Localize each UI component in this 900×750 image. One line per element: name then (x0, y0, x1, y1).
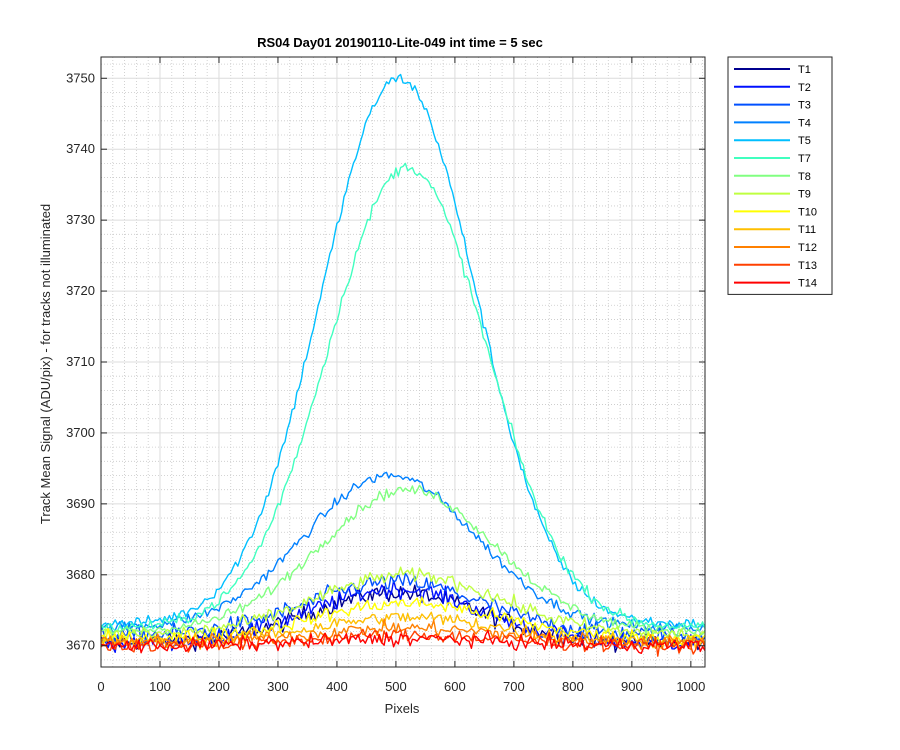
y-tick-label: 3700 (66, 425, 95, 440)
x-tick-label: 600 (444, 679, 466, 694)
legend-label-t1: T1 (798, 64, 811, 76)
series-lines (100, 73, 706, 657)
legend-label-t10: T10 (798, 206, 817, 218)
x-tick-label: 400 (326, 679, 348, 694)
y-tick-label: 3690 (66, 496, 95, 511)
legend-label-t5: T5 (798, 135, 811, 147)
y-tick-label: 3670 (66, 638, 95, 653)
x-tick-labels: 0 100 200 300 400 500 600 700 800 900 1000 (97, 679, 705, 694)
series-line-t4 (100, 471, 706, 635)
x-tick-label: 800 (562, 679, 584, 694)
major-grid (100, 57, 705, 667)
legend: T1 T2 T3 T4 T5 T7 T8 T9 T10 T11 T12 T13 T14 (727, 56, 833, 295)
legend-label-t13: T13 (798, 260, 817, 272)
series-line-t5 (100, 73, 706, 630)
series-line-t7 (100, 162, 706, 632)
x-tick-label: 0 (97, 679, 104, 694)
legend-label-t7: T7 (798, 153, 811, 165)
x-tick-label: 700 (503, 679, 525, 694)
y-tick-label: 3680 (66, 567, 95, 582)
legend-label-t12: T12 (798, 242, 817, 254)
legend-label-t2: T2 (798, 82, 811, 94)
y-tick-label: 3720 (66, 283, 95, 298)
series-line-t13 (100, 628, 706, 657)
y-tick-label: 3730 (66, 212, 95, 227)
x-tick-label: 200 (208, 679, 230, 694)
legend-label-t11: T11 (798, 224, 816, 236)
series-line-t9 (100, 566, 706, 645)
plot-area (100, 56, 706, 668)
series-line-t14 (100, 629, 706, 654)
x-tick-label: 1000 (676, 679, 705, 694)
legend-label-t14: T14 (798, 278, 817, 290)
legend-label-t3: T3 (798, 100, 811, 112)
y-axis-label: Track Mean Signal (ADU/pix) - for tracks… (38, 204, 53, 524)
x-tick-label: 300 (267, 679, 289, 694)
legend-label-t9: T9 (798, 189, 811, 201)
legend-label-t4: T4 (798, 117, 811, 129)
y-tick-label: 3750 (66, 70, 95, 85)
x-tick-label: 500 (385, 679, 407, 694)
y-tick-label: 3710 (66, 354, 95, 369)
x-tick-label: 100 (149, 679, 171, 694)
y-tick-labels: 3670 3680 3690 3700 3710 3720 3730 3740 3750 (66, 70, 95, 652)
series-line-t8 (100, 484, 706, 638)
chart-title: RS04 Day01 20190110-Lite-049 int time = … (257, 35, 543, 50)
x-axis-label: Pixels (385, 701, 420, 716)
x-tick-label: 900 (621, 679, 643, 694)
y-tick-label: 3740 (66, 141, 95, 156)
legend-label-t8: T8 (798, 171, 811, 183)
axis-ticks (100, 57, 705, 667)
legend-items: T1 T2 T3 T4 T5 T7 T8 T9 T10 T11 T12 T13 T14 (734, 64, 817, 290)
